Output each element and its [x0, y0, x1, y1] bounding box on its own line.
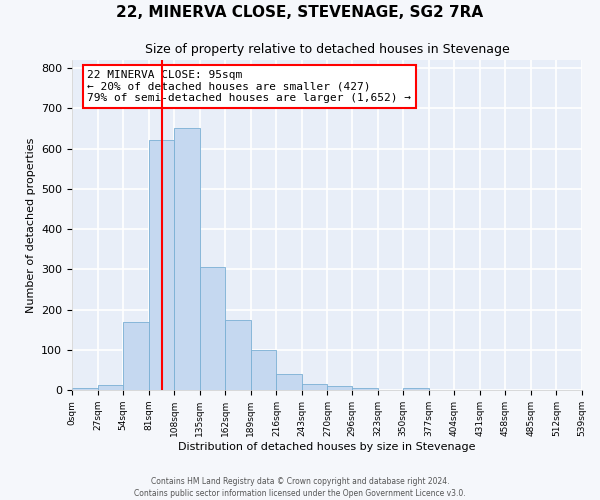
Bar [149, 140, 174, 390]
Bar [403, 388, 429, 390]
Bar [277, 374, 302, 390]
Text: 22 MINERVA CLOSE: 95sqm
← 20% of detached houses are smaller (427)
79% of semi-d: 22 MINERVA CLOSE: 95sqm ← 20% of detache… [88, 70, 412, 103]
Bar [302, 384, 328, 390]
Bar [123, 322, 149, 390]
Text: 22, MINERVA CLOSE, STEVENAGE, SG2 7RA: 22, MINERVA CLOSE, STEVENAGE, SG2 7RA [116, 5, 484, 20]
Y-axis label: Number of detached properties: Number of detached properties [26, 138, 35, 312]
Bar [174, 128, 200, 390]
X-axis label: Distribution of detached houses by size in Stevenage: Distribution of detached houses by size … [178, 442, 476, 452]
Bar [251, 350, 277, 390]
Title: Size of property relative to detached houses in Stevenage: Size of property relative to detached ho… [145, 43, 509, 56]
Bar [328, 386, 352, 390]
Bar [225, 320, 251, 390]
Text: Contains HM Land Registry data © Crown copyright and database right 2024.
Contai: Contains HM Land Registry data © Crown c… [134, 476, 466, 498]
Bar [72, 388, 98, 390]
Bar [352, 388, 377, 390]
Bar [98, 385, 123, 390]
Bar [200, 268, 225, 390]
